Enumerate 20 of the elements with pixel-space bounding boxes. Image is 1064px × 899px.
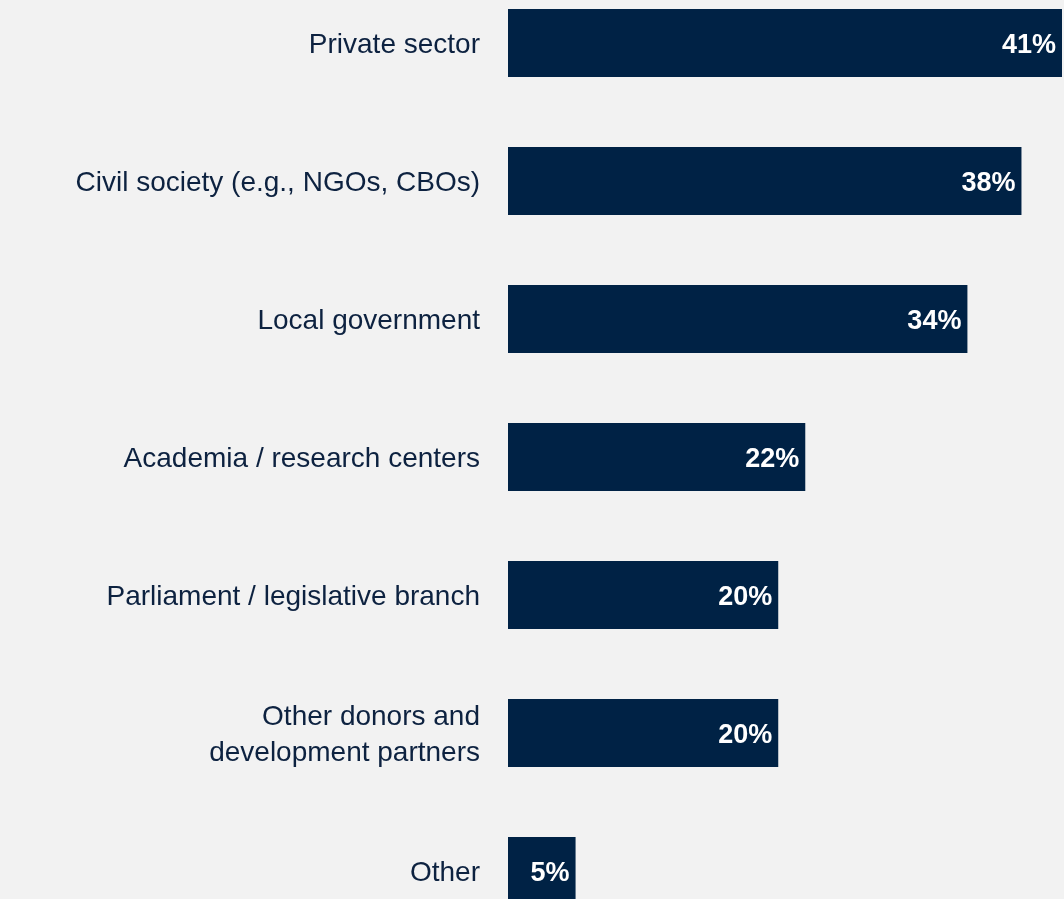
bar [508,9,1062,77]
data-label: 20% [718,718,773,749]
bar [508,147,1022,215]
bar [508,285,968,353]
data-label: 41% [1001,28,1056,59]
y-tick-label: Academia / research centers [123,442,480,474]
data-label: 22% [745,442,800,473]
y-tick-label: Parliament / legislative branch [106,580,480,612]
data-label: 34% [907,304,962,335]
y-tick-label: Private sector [308,28,480,60]
y-tick-label: Local government [257,304,481,336]
bar [508,561,779,629]
data-label: 20% [718,580,773,611]
bar [508,699,779,767]
data-label: 5% [530,856,570,887]
y-tick-label: Civil society (e.g., NGOs, CBOs) [75,166,480,198]
y-tick-label: Other donors and development partners [209,700,480,768]
bar [508,423,806,491]
y-tick-label: Other [409,856,480,888]
data-label: 38% [961,166,1016,197]
